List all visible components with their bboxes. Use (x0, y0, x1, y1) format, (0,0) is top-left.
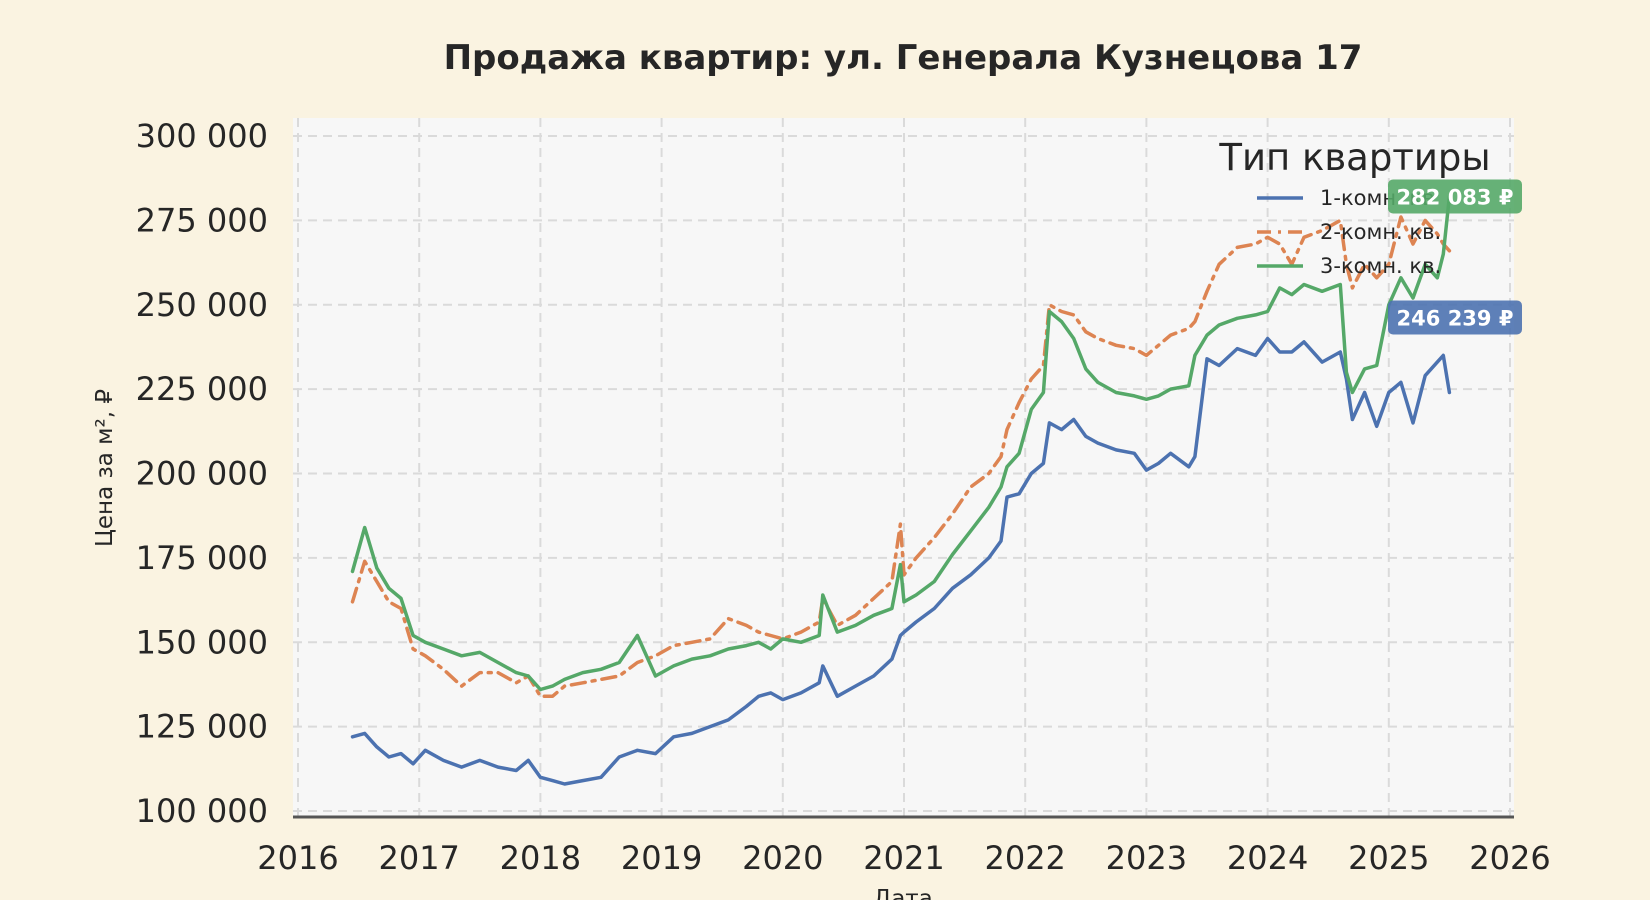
y-tick-label: 125 000 (136, 708, 268, 746)
y-tick-label: 100 000 (136, 792, 268, 830)
y-tick-label: 225 000 (136, 370, 268, 408)
x-tick-label: 2023 (1106, 839, 1187, 877)
x-tick-label: 2020 (742, 839, 823, 877)
series-line-2 (350, 215, 1452, 699)
value-badges: 282 083 ₽ 246 239 ₽ (1388, 179, 1522, 335)
value-badge (1388, 179, 1522, 214)
y-tick-label: 275 000 (136, 201, 268, 239)
x-tick-label: 2019 (621, 839, 702, 877)
value-badge (1388, 300, 1522, 335)
x-axis-label: Дата (873, 886, 933, 900)
x-tick-label: 2022 (984, 839, 1065, 877)
series-line-3 (350, 194, 1452, 692)
y-tick-label: 150 000 (136, 623, 268, 661)
y-tick-label: 300 000 (136, 117, 268, 155)
chart-title: Продажа квартир: ул. Генерала Кузнецова … (444, 38, 1363, 78)
x-tick-label: 2016 (257, 839, 338, 877)
x-tick-label: 2021 (863, 839, 944, 877)
series-layer (350, 194, 1452, 786)
x-tick-label: 2017 (378, 839, 459, 877)
series-line-1 (350, 336, 1452, 786)
y-axis: 100 000 125 000 150 000 175 000 200 000 225 0… (136, 117, 268, 830)
x-tick-label: 2024 (1227, 839, 1308, 877)
legend-title: Тип квартиры (1218, 136, 1490, 179)
value-badge-label: 282 083 ₽ (1397, 185, 1514, 209)
x-tick-label: 2026 (1469, 839, 1550, 877)
y-tick-label: 175 000 (136, 539, 268, 577)
x-tick-label: 2025 (1348, 839, 1429, 877)
value-badge-label: 246 239 ₽ (1397, 306, 1514, 330)
x-tick-label: 2018 (500, 839, 581, 877)
grid (293, 118, 1514, 816)
y-axis-label: Цена за м², ₽ (92, 389, 118, 547)
y-tick-label: 250 000 (136, 286, 268, 324)
y-tick-label: 200 000 (136, 455, 268, 493)
x-axis: 2016 2017 2018 2019 2020 2021 2022 2023 2024 2025… (257, 839, 1550, 877)
legend-item-label: 2-комн. кв. (1320, 220, 1441, 244)
legend-item-label: 3-комн. кв. (1320, 254, 1441, 278)
